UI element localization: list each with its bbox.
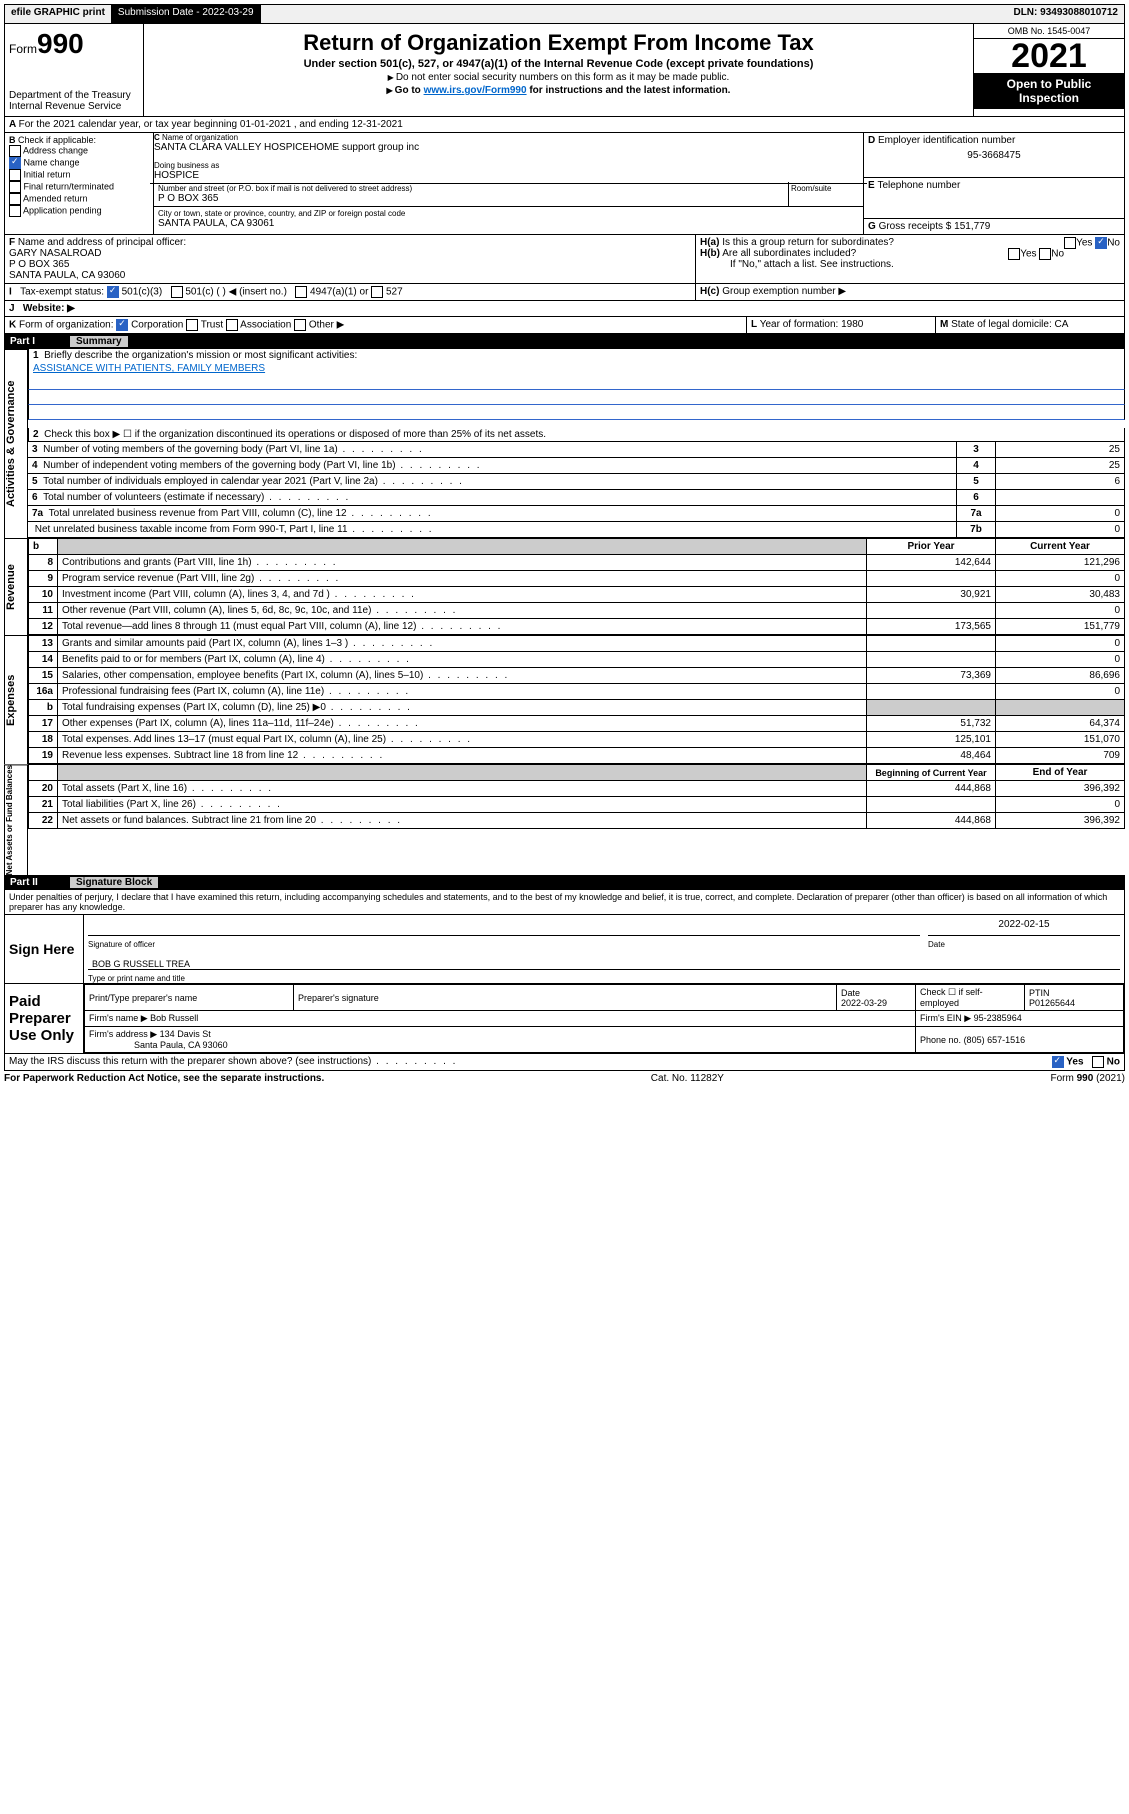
officer-name: GARY NASALROAD	[9, 248, 101, 259]
submission-date: Submission Date - 2022-03-29	[112, 5, 261, 23]
gross-receipts: 151,779	[954, 221, 990, 232]
open-public: Open to Public Inspection	[974, 73, 1124, 109]
officer-sig-name: BOB G RUSSELL TREA	[92, 959, 190, 969]
ein: 95-3668475	[868, 150, 1120, 161]
vlabel-governance: Activities & Governance	[4, 349, 28, 538]
page-footer: For Paperwork Reduction Act Notice, see …	[4, 1071, 1125, 1086]
irs-link[interactable]: www.irs.gov/Form990	[424, 85, 527, 96]
topbar: efile GRAPHIC print Submission Date - 20…	[4, 4, 1125, 24]
vlabel-expenses: Expenses	[4, 635, 28, 764]
paid-preparer-block: Paid Preparer Use Only Print/Type prepar…	[4, 984, 1125, 1054]
group-return-no[interactable]	[1095, 237, 1107, 249]
block-b: B Check if applicable: Address change Na…	[5, 133, 154, 234]
name-change-check[interactable]	[9, 157, 21, 169]
ptin: P01265644	[1029, 998, 1075, 1008]
vlabel-netassets: Net Assets or Fund Balances	[4, 764, 28, 875]
revenue-table: bPrior YearCurrent Year 8Contributions a…	[28, 538, 1125, 635]
expenses-table: 13Grants and similar amounts paid (Part …	[28, 635, 1125, 764]
efile-label[interactable]: efile GRAPHIC print	[5, 5, 112, 23]
org-block: B Check if applicable: Address change Na…	[4, 133, 1125, 235]
governance-table: 3 Number of voting members of the govern…	[28, 441, 1125, 538]
irs-discuss: May the IRS discuss this return with the…	[4, 1054, 1125, 1071]
org-city: SANTA PAULA, CA 93061	[158, 218, 859, 229]
period-text: For the 2021 calendar year, or tax year …	[19, 119, 403, 130]
part2-header: Part II Signature Block	[4, 875, 1125, 890]
mission-text: ASSIStANCE WITH PATIENTS, FAMILY MEMBERS	[33, 363, 265, 374]
form-subtitle: Under section 501(c), 527, or 4947(a)(1)…	[148, 58, 969, 70]
year-formation: 1980	[841, 319, 863, 330]
irs-label: Internal Revenue Service	[9, 101, 139, 112]
note-ssn: Do not enter social security numbers on …	[148, 72, 969, 83]
state-domicile: CA	[1055, 319, 1069, 330]
preparer-date: 2022-03-29	[841, 998, 887, 1008]
vlabel-revenue: Revenue	[4, 538, 28, 635]
form-header: Form990 Department of the Treasury Inter…	[4, 24, 1125, 117]
netassets-table: Beginning of Current YearEnd of Year 20T…	[28, 764, 1125, 829]
part1-header: Part I Summary	[4, 334, 1125, 349]
note-link: Go to www.irs.gov/Form990 for instructio…	[148, 85, 969, 96]
501c3-check[interactable]	[107, 286, 119, 298]
firm-ein: 95-2385964	[974, 1013, 1022, 1023]
officer-block: F Name and address of principal officer:…	[4, 235, 1125, 284]
dept-label: Department of the Treasury	[9, 90, 139, 101]
form-number: Form990	[9, 28, 139, 60]
website-label: Website: ▶	[23, 303, 75, 314]
sign-here-block: Sign Here Signature of officer 2022-02-1…	[4, 915, 1125, 984]
sign-date: 2022-02-15	[928, 919, 1120, 936]
org-address: P O BOX 365	[158, 193, 784, 204]
dln: DLN: 93493088010712	[1007, 5, 1124, 23]
tax-year: 2021	[974, 39, 1124, 73]
firm-phone: (805) 657-1516	[964, 1035, 1026, 1045]
firm-name: Bob Russell	[150, 1013, 198, 1023]
firm-address: 134 Davis St	[160, 1029, 211, 1039]
phone-label: Telephone number	[877, 180, 960, 191]
org-name: SANTA CLARA VALLEY HOSPICEHOME support g…	[154, 142, 863, 153]
form-title: Return of Organization Exempt From Incom…	[148, 30, 969, 56]
discuss-yes[interactable]	[1052, 1056, 1064, 1068]
dba: HOSPICE	[154, 170, 863, 181]
corp-check[interactable]	[116, 319, 128, 331]
declaration: Under penalties of perjury, I declare th…	[4, 890, 1125, 915]
